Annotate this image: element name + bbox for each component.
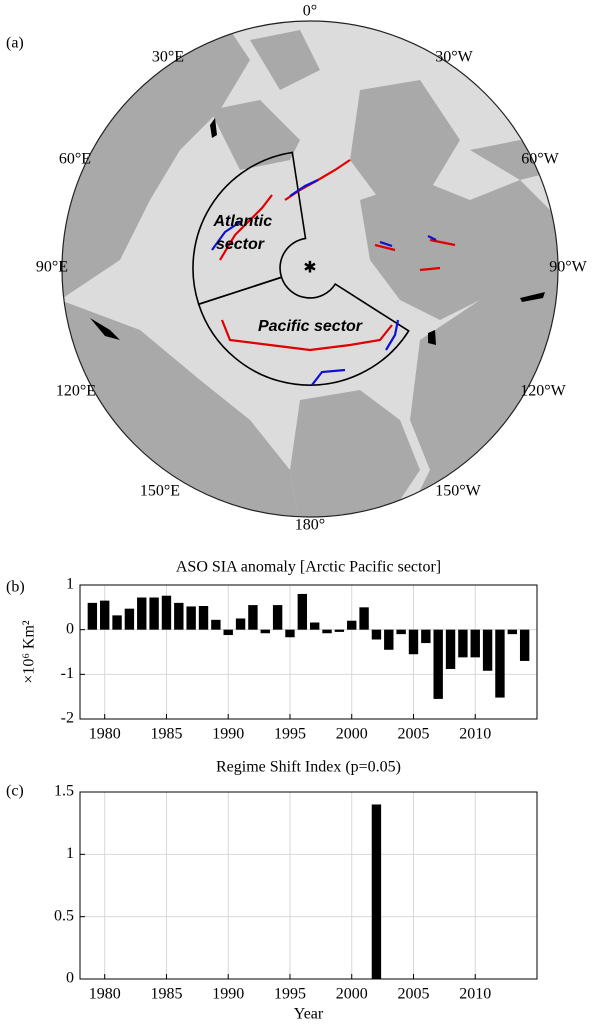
- bar: [112, 615, 122, 630]
- longitude-label: 90°E: [36, 259, 68, 276]
- longitude-label: 60°W: [521, 151, 559, 168]
- x-tick-label: 2000: [336, 726, 368, 743]
- x-tick-label: 2010: [459, 726, 491, 743]
- pacific-sector: [197, 276, 410, 386]
- bar: [248, 605, 258, 630]
- bar: [161, 595, 172, 630]
- longitude-label: 150°W: [435, 483, 481, 500]
- bar: [285, 629, 295, 638]
- bar: [149, 597, 159, 630]
- x-tick-label: 1980: [89, 986, 121, 1003]
- y-tick-label: -2: [61, 710, 74, 727]
- atlantic-sector: [192, 151, 307, 306]
- bar: [309, 622, 320, 630]
- sector-label-line: sector: [216, 236, 265, 253]
- bar: [223, 629, 233, 636]
- bar: [371, 804, 382, 979]
- bar: [396, 629, 406, 635]
- longitude-label: 90°W: [549, 259, 587, 276]
- longitude-label: 120°W: [520, 383, 566, 400]
- bar: [519, 629, 530, 661]
- x-tick-label: 2005: [397, 986, 429, 1003]
- bar: [495, 629, 505, 698]
- x-tick-label: 1995: [274, 726, 306, 743]
- bar: [359, 607, 369, 630]
- y-tick-label: 1: [66, 576, 74, 593]
- bar: [371, 629, 382, 640]
- longitude-label: 120°E: [56, 383, 96, 400]
- y-tick-label: 0: [66, 620, 74, 637]
- longitude-label: 0°: [303, 3, 317, 20]
- chart-title: Regime Shift Index (p=0.05): [216, 759, 401, 776]
- longitude-label: 30°W: [435, 49, 473, 66]
- bar: [421, 629, 431, 644]
- sector-label: Pacific sector: [258, 318, 363, 335]
- bar: [198, 605, 209, 630]
- bar: [482, 629, 493, 671]
- bar: [507, 629, 517, 635]
- bar: [124, 608, 135, 630]
- bar: [211, 619, 221, 630]
- ice-edges: [211, 159, 456, 386]
- plot-area: [80, 792, 537, 979]
- lakes: [90, 118, 545, 345]
- x-tick-label: 1985: [150, 986, 182, 1003]
- longitude-label: 60°E: [59, 151, 91, 168]
- bar: [297, 593, 308, 630]
- longitude-label: 180°: [295, 517, 325, 534]
- x-tick-label: 1995: [274, 986, 306, 1003]
- bar: [174, 602, 184, 630]
- y-tick-label: 1: [66, 845, 74, 862]
- x-axis-label: Year: [294, 1006, 324, 1023]
- bar: [87, 602, 98, 630]
- plot-frame: [79, 584, 538, 720]
- bar: [334, 629, 345, 632]
- bar: [458, 629, 468, 658]
- x-tick-label: 2005: [397, 726, 429, 743]
- x-tick-label: 1990: [212, 726, 244, 743]
- bar: [470, 629, 480, 658]
- bar: [100, 600, 110, 630]
- panel-label: (c): [6, 783, 24, 800]
- plot-area: [80, 585, 537, 719]
- bar: [408, 629, 419, 655]
- bar: [272, 605, 283, 630]
- bar: [260, 629, 270, 634]
- y-axis-label: ×10⁶ Km²: [21, 620, 38, 684]
- x-tick-label: 1985: [150, 726, 182, 743]
- bar: [235, 618, 246, 630]
- bar: [433, 629, 443, 699]
- longitude-label: 30°E: [152, 49, 184, 66]
- y-tick-label: -1: [61, 665, 74, 682]
- sector-outlines: [192, 151, 410, 386]
- map-labels: (a) 0° 30°E 30°W 60°E 60°W 90°E 90°W 120°E 120°W 1…: [6, 3, 588, 534]
- pole-marker: ✱: [303, 260, 316, 277]
- x-tick-label: 1990: [212, 986, 244, 1003]
- x-tick-label: 1980: [89, 726, 121, 743]
- chart-title: ASO SIA anomaly [Arctic Pacific sector]: [176, 559, 441, 576]
- bar: [384, 629, 394, 650]
- x-tick-label: 2000: [336, 986, 368, 1003]
- bar: [186, 606, 196, 630]
- bar: [445, 629, 456, 669]
- bar: [137, 597, 147, 630]
- y-tick-label: 0: [66, 970, 74, 987]
- bar: [322, 629, 332, 634]
- panel-label: (a): [6, 35, 24, 52]
- panel-label: (b): [6, 579, 25, 596]
- y-tick-label: 0.5: [54, 907, 74, 924]
- map: ✱: [61, 20, 559, 518]
- globe-outline: [61, 20, 559, 518]
- plot-frame: [79, 791, 538, 980]
- y-tick-label: 1.5: [54, 783, 74, 800]
- bar: [347, 620, 357, 630]
- sector-label: Atlantic sector: [212, 213, 276, 253]
- sector-label-line: Atlantic: [212, 213, 276, 230]
- x-tick-label: 2010: [459, 986, 491, 1003]
- sector-label-line: Pacific sector: [258, 318, 363, 335]
- longitude-label: 150°E: [140, 483, 180, 500]
